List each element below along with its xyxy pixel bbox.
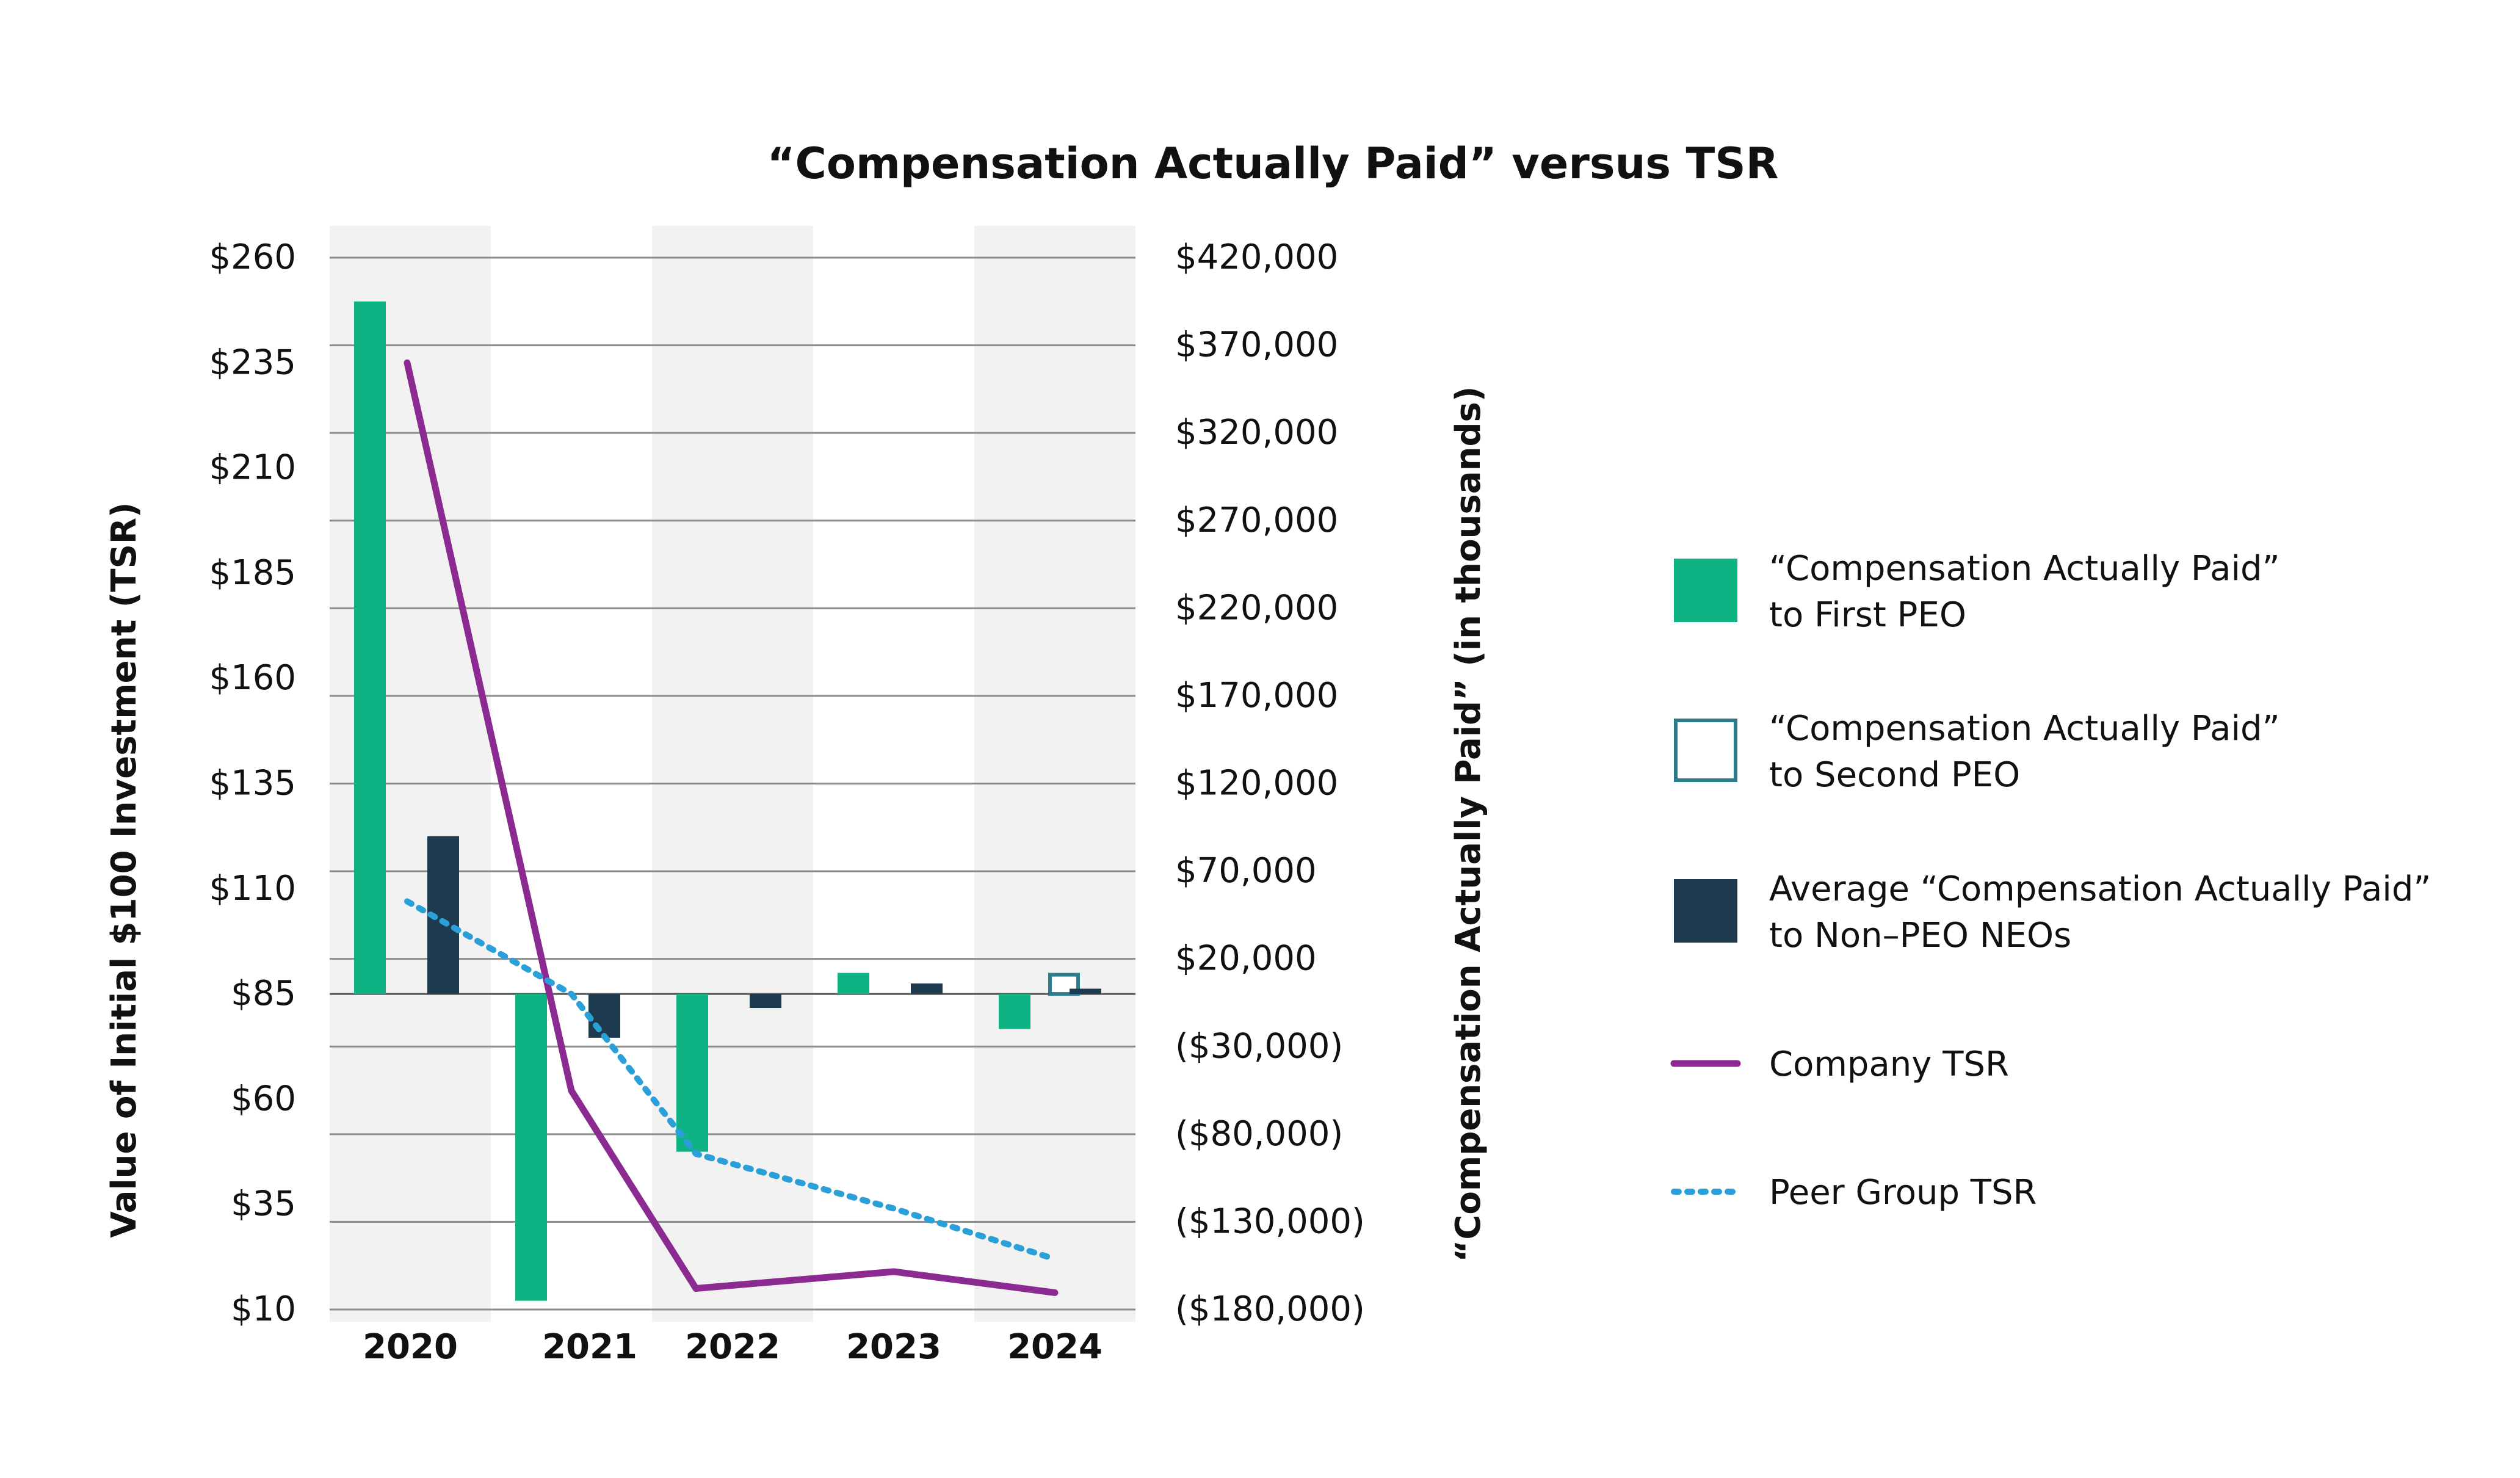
legend-item: Company TSR xyxy=(1670,1045,2009,1084)
right-tick-label: $420,000 xyxy=(1175,237,1338,277)
category-label-2020: 2020 xyxy=(363,1327,458,1367)
right-tick-label: ($180,000) xyxy=(1175,1289,1365,1329)
left-tick-label: $160 xyxy=(209,658,296,698)
left-tick-label: $135 xyxy=(209,764,296,803)
category-labels: 2020 2021 2022 2023 2024 xyxy=(363,1327,1102,1367)
right-tick-label: ($30,000) xyxy=(1175,1026,1343,1066)
legend-label-line2: to First PEO xyxy=(1769,595,1966,635)
category-label-2021: 2021 xyxy=(542,1327,637,1367)
legend-item: Peer Group TSR xyxy=(1671,1173,2037,1212)
legend-swatch-box xyxy=(1674,559,1737,622)
left-tick-label: $235 xyxy=(209,342,296,382)
right-tick-label: ($80,000) xyxy=(1175,1114,1343,1154)
bar-non-peo-2023 xyxy=(911,983,943,994)
left-tick-label: $210 xyxy=(209,448,296,488)
year-band-2024 xyxy=(974,226,1135,1322)
legend-label-line2: to Second PEO xyxy=(1769,755,2020,795)
legend-label-line1: Average “Compensation Actually Paid” xyxy=(1769,869,2431,909)
grid-lines xyxy=(330,256,1135,1311)
left-tick-label: $85 xyxy=(231,974,296,1013)
bar-non-peo-2021 xyxy=(588,994,620,1038)
chart-title: “Compensation Actually Paid” versus TSR xyxy=(767,139,1778,189)
left-tick-label: $10 xyxy=(231,1289,296,1329)
right-axis-title: “Compensation Actually Paid” (in thousan… xyxy=(1449,386,1488,1262)
left-tick-label: $110 xyxy=(209,869,296,908)
legend-swatch-box xyxy=(1674,879,1737,943)
right-tick-label: $270,000 xyxy=(1175,501,1338,540)
legend-label-line1: “Compensation Actually Paid” xyxy=(1769,709,2280,748)
category-label-2022: 2022 xyxy=(685,1327,780,1367)
legend-label: Company TSR xyxy=(1769,1045,2009,1084)
right-tick-label: $370,000 xyxy=(1175,325,1338,365)
right-tick-label: $70,000 xyxy=(1175,851,1317,891)
bar-non-peo-2024 xyxy=(1070,988,1101,994)
legend-item: “Compensation Actually Paid” to First PEO xyxy=(1674,549,2280,635)
legend-label: Peer Group TSR xyxy=(1769,1173,2037,1212)
left-axis-ticks: $260 $235 $210 $185 $160 $135 $110 $85 $60 $35 $10 xyxy=(209,237,296,1329)
category-label-2024: 2024 xyxy=(1007,1327,1102,1367)
legend-label-line2: to Non–PEO NEOs xyxy=(1769,916,2071,955)
right-tick-label: $120,000 xyxy=(1175,764,1338,803)
bar-first-peo-2022 xyxy=(676,994,708,1152)
right-tick-label: $320,000 xyxy=(1175,413,1338,452)
left-tick-label: $35 xyxy=(231,1184,296,1224)
year-band-2022 xyxy=(652,226,813,1322)
right-tick-label: $20,000 xyxy=(1175,939,1317,979)
left-tick-label: $185 xyxy=(209,553,296,593)
left-tick-label: $60 xyxy=(231,1079,296,1118)
right-tick-label: ($130,000) xyxy=(1175,1201,1365,1241)
right-tick-label: $220,000 xyxy=(1175,588,1338,628)
right-tick-label: $170,000 xyxy=(1175,676,1338,715)
bar-first-peo-2020 xyxy=(354,301,386,994)
bar-first-peo-2023 xyxy=(838,973,869,994)
legend-swatch-outline xyxy=(1674,719,1737,782)
bar-first-peo-2021 xyxy=(515,994,547,1301)
legend-item: “Compensation Actually Paid” to Second PE… xyxy=(1674,709,2280,795)
legend-label-line1: “Compensation Actually Paid” xyxy=(1769,549,2280,589)
legend-item: Average “Compensation Actually Paid” to N… xyxy=(1674,869,2431,955)
line-peer-group-tsr xyxy=(404,898,1058,1262)
left-axis-title: Value of Initial $100 Investment (TSR) xyxy=(104,502,144,1237)
legend: “Compensation Actually Paid” to First PEO… xyxy=(1670,549,2431,1212)
left-tick-label: $260 xyxy=(209,237,296,277)
line-company-tsr xyxy=(404,359,1059,1296)
right-axis-ticks: $420,000 $370,000 $320,000 $270,000 $220,000… xyxy=(1175,237,1365,1329)
year-bands xyxy=(330,226,1135,1322)
bar-first-peo-2024 xyxy=(999,994,1030,1029)
tsr-lines xyxy=(404,359,1059,1296)
bars xyxy=(354,301,1101,1301)
bar-non-peo-2022 xyxy=(750,994,781,1009)
category-label-2023: 2023 xyxy=(846,1327,941,1367)
